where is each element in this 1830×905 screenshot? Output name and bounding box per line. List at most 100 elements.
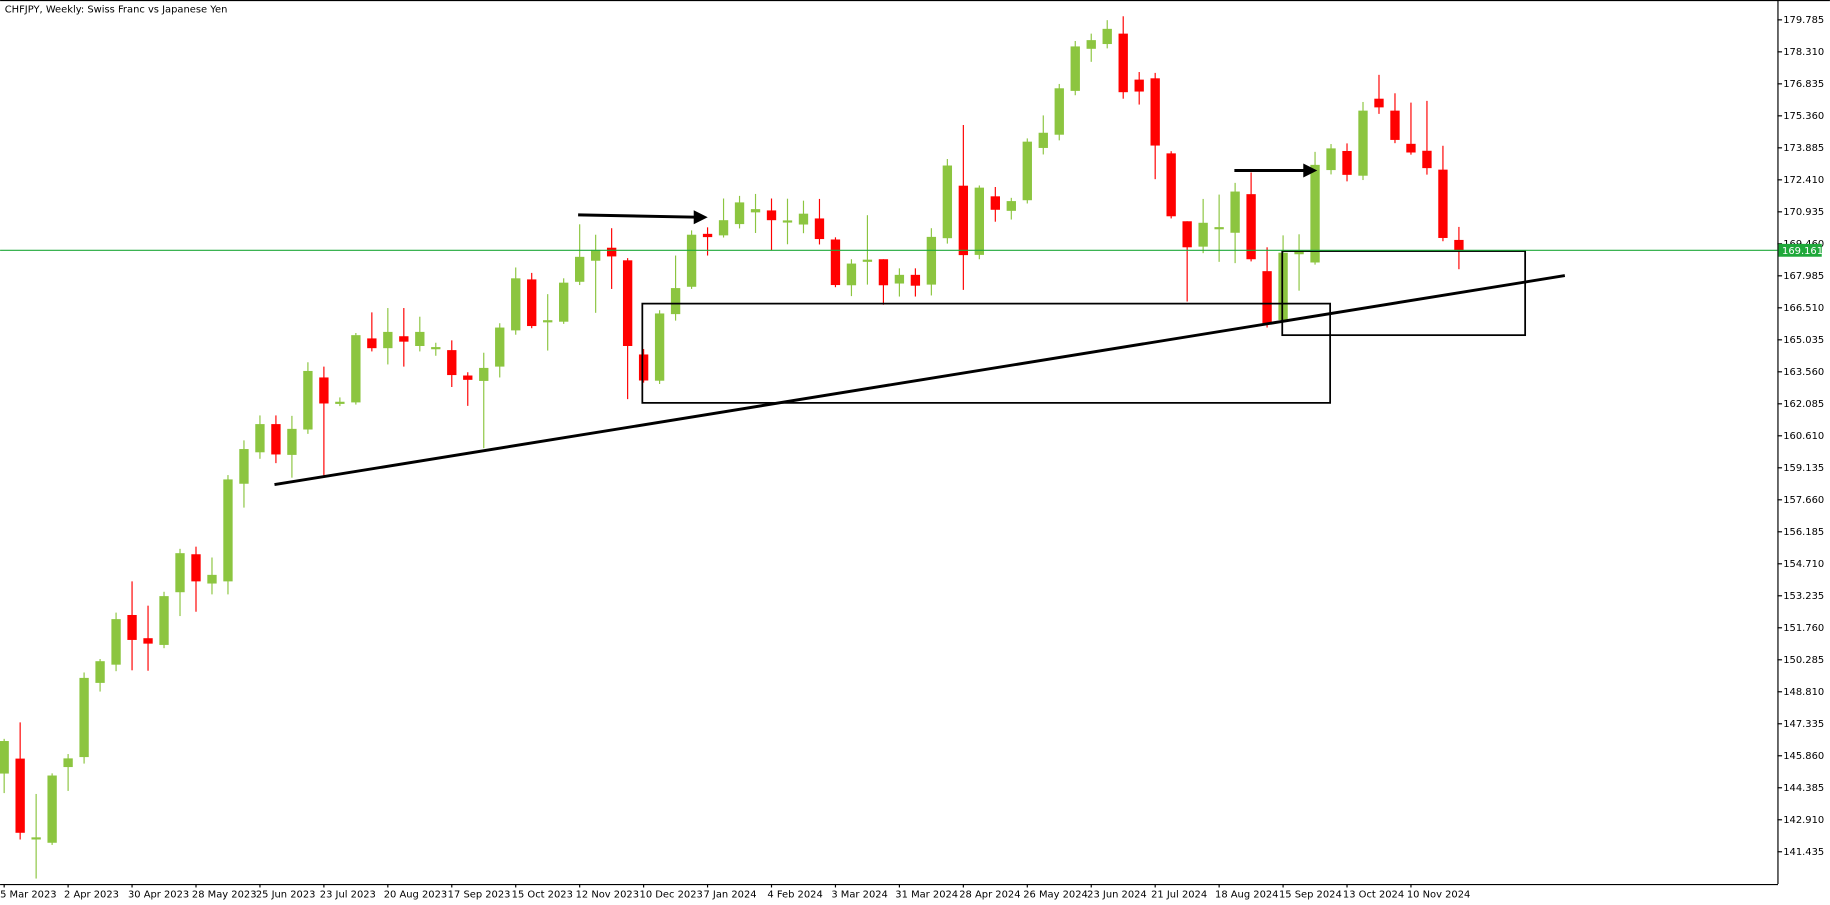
arrow-line [578, 213, 698, 219]
candle-body [111, 619, 121, 665]
candle-body [958, 185, 969, 256]
x-tick-label: 7 Jan 2024 [703, 889, 756, 900]
candle-body [559, 282, 569, 322]
candle-body [143, 638, 153, 644]
candle-body [47, 775, 57, 843]
y-tick-label: 157.660 [1783, 495, 1824, 506]
candle-body [654, 313, 665, 381]
x-tick-label: 10 Nov 2024 [1407, 889, 1470, 900]
y-tick-label: 179.785 [1783, 15, 1824, 26]
y-tick-label: 175.360 [1783, 111, 1824, 122]
x-tick-label: 25 Jun 2023 [256, 889, 316, 900]
candle-body [990, 196, 1000, 210]
candle-body [287, 428, 297, 455]
candle-body [1054, 88, 1064, 135]
x-tick-label: 15 Sep 2024 [1279, 889, 1342, 900]
candle-body [622, 260, 633, 346]
candle-body [734, 202, 745, 225]
candle-body [1006, 201, 1016, 211]
candle-body [926, 236, 937, 285]
x-tick-label: 13 Oct 2024 [1343, 889, 1404, 900]
candle-body [239, 449, 249, 484]
candle-body [606, 247, 617, 257]
candle-body [207, 574, 217, 584]
candle-body [1326, 148, 1336, 171]
candle-body [255, 424, 265, 453]
candle-body [303, 370, 313, 430]
y-tick-label: 145.860 [1783, 751, 1824, 762]
candle-body [1358, 110, 1368, 176]
candle-body [495, 327, 505, 367]
y-tick-label: 176.835 [1783, 79, 1824, 90]
arrow-head [1303, 163, 1318, 178]
candle-body [1038, 132, 1048, 148]
y-tick-label: 144.385 [1783, 783, 1824, 794]
candle-body [79, 677, 89, 758]
candle-body [814, 218, 825, 240]
x-tick-label: 31 Mar 2024 [895, 889, 958, 900]
candle-body [1214, 227, 1224, 230]
candle-body [702, 233, 713, 238]
candle-body [1166, 153, 1176, 217]
arrow-head [693, 210, 708, 225]
drawings [274, 163, 1566, 487]
candle-body [974, 187, 985, 255]
x-tick-label: 15 Oct 2023 [512, 889, 573, 900]
candle-body [1294, 250, 1304, 255]
x-tick-label: 3 Mar 2024 [831, 889, 888, 900]
candle-body [463, 375, 473, 380]
candle-body [367, 338, 377, 349]
candle-body [782, 220, 793, 223]
candle-body [415, 331, 425, 346]
candle-body [0, 741, 9, 774]
candle-body [1070, 46, 1080, 91]
candle-body [1182, 221, 1192, 248]
candle-body [1454, 239, 1464, 251]
x-tick-label: 23 Jun 2024 [1087, 889, 1147, 900]
candle-body [942, 165, 953, 239]
x-tick-label: 10 Dec 2023 [640, 889, 703, 900]
candle-body [1422, 150, 1432, 169]
candle-body [1374, 98, 1384, 108]
candle-body [319, 377, 329, 404]
candle-body [127, 614, 137, 640]
x-tick-label: 18 Aug 2024 [1215, 889, 1278, 900]
candle-body [862, 259, 873, 262]
x-tick-label: 12 Nov 2023 [576, 889, 639, 900]
x-tick-label: 28 May 2023 [192, 889, 257, 900]
candle-body [159, 596, 169, 645]
x-tick-label: 17 Sep 2023 [448, 889, 511, 900]
y-tick-label: 172.410 [1783, 175, 1824, 186]
candle-body [223, 479, 233, 582]
candle-body [1134, 79, 1144, 92]
y-tick-label: 154.710 [1783, 559, 1824, 570]
trend-line [274, 274, 1566, 487]
candle-body [383, 331, 393, 349]
candle-body [1310, 164, 1320, 263]
candle-body [638, 354, 649, 381]
zone-rectangle [1281, 250, 1527, 337]
candle-body [575, 256, 585, 282]
candle-body [527, 279, 537, 327]
x-tick-label: 30 Apr 2023 [128, 889, 189, 900]
y-tick-label: 156.185 [1783, 527, 1824, 538]
candle-body [1262, 271, 1272, 324]
x-tick-label: 20 Aug 2023 [384, 889, 447, 900]
candle-body [351, 335, 361, 403]
candle-body [670, 288, 681, 315]
y-tick-label: 162.085 [1783, 399, 1824, 410]
candle-body [1086, 40, 1096, 49]
y-tick-label: 167.985 [1783, 271, 1824, 282]
candle-body [894, 274, 905, 284]
y-tick-label: 147.335 [1783, 719, 1824, 730]
candle-body [479, 367, 489, 381]
candle-body [718, 220, 729, 236]
candle-body [431, 347, 441, 350]
candle-body [63, 758, 73, 768]
candle-body [1118, 33, 1128, 93]
y-tick-label: 148.810 [1783, 687, 1824, 698]
candles [0, 16, 1464, 879]
candle-body [1150, 78, 1160, 146]
